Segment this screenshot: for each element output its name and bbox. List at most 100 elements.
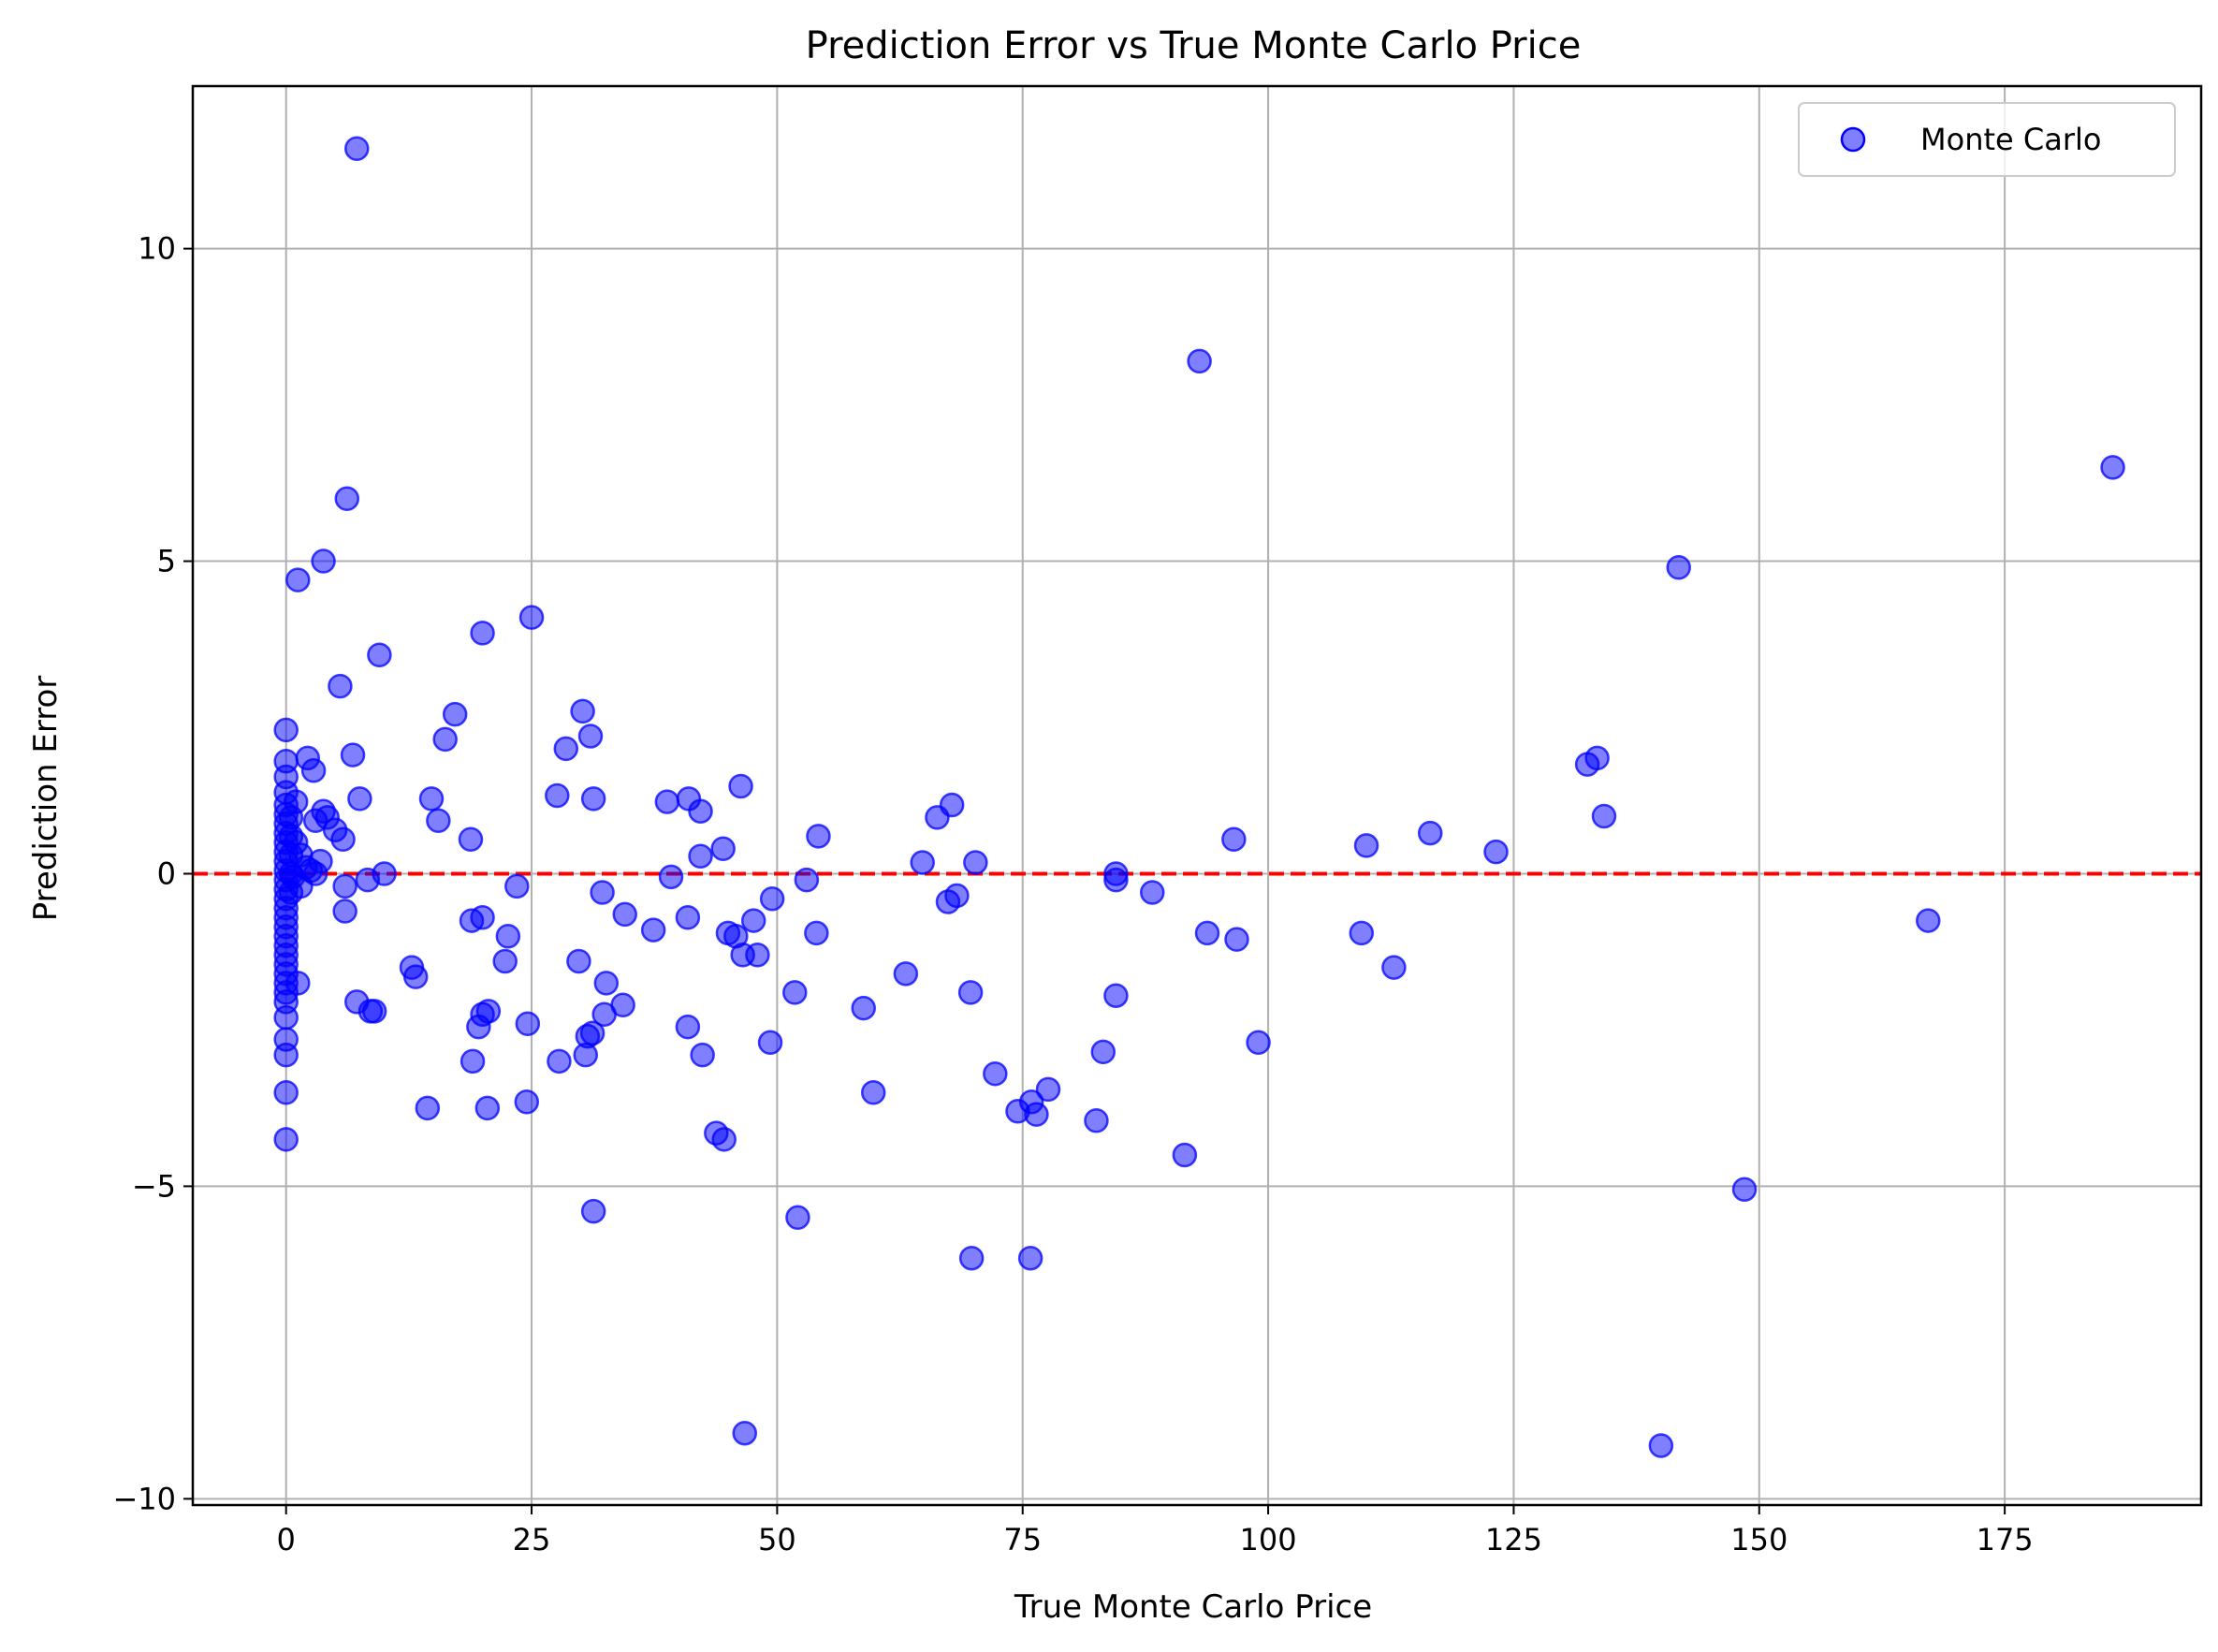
data-point-68 (806, 824, 831, 849)
data-point-12 (570, 698, 595, 724)
data-point-15 (553, 736, 579, 762)
data-point-25 (545, 782, 570, 809)
data-point-128 (515, 1011, 541, 1037)
data-point-143 (514, 1089, 540, 1115)
data-point-75 (910, 850, 935, 875)
data-point-136 (460, 1048, 486, 1075)
data-point-23 (1574, 752, 1600, 777)
data-point-0 (343, 136, 370, 162)
legend-label-monte-carlo: Monte Carlo (1920, 122, 2101, 157)
data-point-19 (273, 717, 299, 743)
data-point-74 (688, 843, 713, 870)
data-point-135 (547, 1048, 572, 1075)
y-tick-label-3: 5 (157, 544, 176, 579)
data-point-147 (1024, 1102, 1049, 1127)
data-point-91 (759, 885, 785, 912)
data-point-158 (1648, 1433, 1674, 1458)
x-tick-label-3: 75 (1003, 1522, 1042, 1557)
data-point-120 (591, 1001, 617, 1027)
data-point-84 (658, 864, 684, 890)
x-axis-label: True Monte Carlo Price (1014, 1588, 1372, 1626)
data-point-137 (690, 1042, 715, 1068)
x-tick-label-1: 25 (513, 1522, 551, 1557)
legend-box (1798, 102, 2176, 177)
data-point-113 (593, 971, 620, 996)
data-point-10 (328, 673, 353, 699)
data-point-104 (1916, 908, 1941, 933)
data-point-29 (654, 789, 680, 814)
data-point-114 (782, 980, 808, 1005)
x-tick-label-7: 175 (1977, 1522, 2034, 1557)
data-points (273, 136, 2125, 1458)
plot-frame (191, 84, 2203, 1507)
data-point-129 (675, 1014, 701, 1040)
data-point-81 (332, 899, 358, 924)
data-point-70 (1417, 820, 1443, 846)
data-point-173 (273, 1127, 299, 1152)
data-point-66 (458, 826, 484, 852)
data-point-82 (504, 873, 530, 899)
data-point-94 (675, 904, 701, 930)
data-point-121 (851, 995, 876, 1021)
data-point-5 (285, 567, 311, 592)
data-point-72 (1483, 839, 1509, 865)
data-point-132 (757, 1030, 783, 1056)
data-point-28 (418, 786, 445, 811)
x-axis-ticks: 0 25 50 75 100 125 150 175 (277, 1505, 2034, 1557)
data-point-151 (1172, 1142, 1198, 1168)
data-point-155 (958, 1245, 985, 1271)
data-point-107 (495, 924, 521, 949)
grid (193, 86, 2201, 1505)
data-point-116 (957, 980, 984, 1005)
data-point-103 (1349, 920, 1375, 946)
data-point-157 (732, 1420, 758, 1446)
data-point-93 (640, 917, 666, 943)
data-point-8 (470, 621, 495, 646)
data-point-64 (302, 861, 328, 886)
data-point-124 (361, 999, 387, 1024)
data-point-24 (728, 773, 753, 799)
legend: Monte Carlo (1798, 102, 2176, 177)
y-axis-ticks: −10 −5 0 5 10 (112, 231, 193, 1516)
x-tick-label-2: 50 (758, 1522, 796, 1557)
data-point-31 (688, 798, 713, 824)
data-point-127 (466, 1014, 491, 1040)
x-tick-label-4: 100 (1240, 1522, 1297, 1557)
data-point-4 (311, 548, 336, 574)
y-tick-label-1: −5 (132, 1168, 176, 1204)
data-point-16 (340, 742, 366, 768)
data-point-18 (300, 758, 327, 783)
data-point-3 (334, 486, 360, 512)
data-point-138 (1090, 1039, 1116, 1065)
data-point-27 (580, 786, 606, 811)
data-point-67 (710, 836, 736, 862)
x-tick-label-5: 125 (1485, 1522, 1542, 1557)
data-point-77 (330, 826, 356, 852)
data-point-95 (740, 908, 766, 933)
data-point-7 (518, 605, 545, 630)
data-point-140 (1035, 1076, 1061, 1103)
data-point-1 (1187, 348, 1212, 374)
legend-marker (1840, 126, 1866, 153)
data-point-108 (492, 948, 518, 974)
data-point-65 (280, 864, 306, 890)
data-point-9 (367, 642, 392, 667)
data-point-98 (804, 920, 829, 946)
data-point-150 (711, 1127, 737, 1152)
data-point-76 (963, 850, 988, 875)
data-point-133 (1246, 1030, 1271, 1056)
data-point-117 (1103, 983, 1129, 1008)
y-tick-label-0: −10 (112, 1481, 176, 1516)
data-point-111 (402, 964, 429, 989)
chart-title: Prediction Error vs True Monte Carlo Pri… (806, 24, 1582, 67)
data-point-144 (474, 1095, 501, 1121)
data-point-153 (580, 1198, 606, 1224)
y-tick-label-4: 10 (138, 231, 176, 267)
data-point-36 (302, 808, 328, 833)
data-point-11 (442, 701, 468, 727)
data-point-92 (612, 901, 637, 928)
x-tick-label-6: 150 (1730, 1522, 1788, 1557)
data-point-106 (470, 904, 495, 930)
x-tick-label-0: 0 (277, 1522, 296, 1557)
